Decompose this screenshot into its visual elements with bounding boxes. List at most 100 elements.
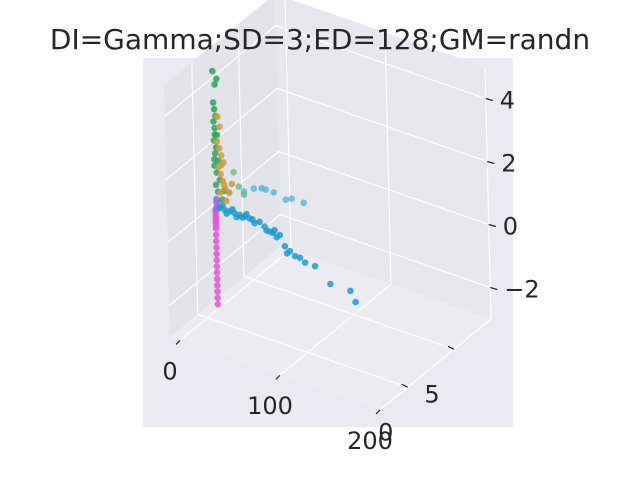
scatter-point [230, 168, 237, 176]
scatter-point [327, 280, 334, 288]
grid-line-z [278, 150, 489, 226]
scatter-point [270, 189, 278, 196]
grid-line-z [280, 213, 491, 289]
y-tick-mark [401, 383, 409, 388]
scatter-point [233, 213, 240, 221]
x-tick-label: 0 [162, 357, 177, 385]
scatter-point [219, 202, 226, 210]
scatter-point [240, 191, 248, 198]
z-tick-mark [490, 286, 498, 291]
z-tick-mark [488, 223, 496, 228]
scatter-point [210, 105, 218, 113]
grid-line-x [279, 283, 392, 376]
x-tick-label: 100 [247, 392, 293, 420]
scatter-point [301, 259, 309, 267]
z-tick-label: 4 [500, 87, 515, 115]
scatter-point [243, 210, 250, 218]
x-tick-mark [175, 340, 181, 345]
scatter-point [211, 156, 218, 163]
tick-marks [175, 97, 498, 415]
scatter-point [214, 275, 221, 283]
scatter-point [213, 269, 221, 277]
scatter-point [214, 294, 221, 302]
scatter-point [213, 138, 221, 145]
scatter-point [296, 254, 304, 262]
scatter-point [250, 185, 258, 192]
scatter-point [213, 263, 221, 270]
grid-line-z [165, 88, 278, 180]
scatter-point [216, 123, 223, 130]
scatter-point [352, 298, 359, 306]
scatter-point [217, 170, 224, 178]
grid-line-z [168, 214, 281, 306]
y-tick-label: 0 [378, 418, 393, 446]
grid-line-y [197, 313, 408, 388]
pane-floor [170, 246, 491, 410]
scatter-point [282, 196, 290, 203]
grid-line-y [237, 24, 245, 277]
scatter-point [220, 181, 228, 188]
x-tick-label: 200 [347, 427, 393, 455]
scatter-point [300, 199, 308, 207]
scatter-point [286, 247, 294, 255]
scatter-point [288, 195, 296, 202]
scatter-point [291, 252, 299, 260]
grid-line-x [179, 249, 292, 341]
grid-line-y [191, 62, 199, 315]
z-tick-label: 2 [501, 150, 516, 178]
grid-line-z [277, 87, 488, 163]
z-tick-mark [485, 97, 493, 102]
scatter-point [213, 195, 220, 203]
grid-line-x [379, 318, 492, 411]
grid-line-x [484, 66, 492, 320]
scatter-point [223, 197, 230, 205]
scatter-point [213, 256, 221, 264]
scatter-point [210, 118, 217, 125]
scatter-point [223, 210, 230, 217]
z-tick-label: 0 [503, 213, 518, 241]
scatter-point [269, 229, 277, 236]
z-tick-label: −2 [504, 276, 539, 304]
y-tick-mark [447, 345, 455, 350]
grid-line-y [243, 275, 455, 350]
scatter-point [209, 99, 217, 106]
scatter-point [276, 231, 284, 239]
y-tick-label: 5 [424, 380, 439, 408]
scatter-point [218, 161, 225, 169]
scatter-point [347, 287, 354, 295]
scatter-point [235, 183, 243, 190]
pane-right [275, 0, 491, 319]
scatter-point [213, 75, 220, 83]
scatter-point [256, 218, 263, 226]
scatter-point [214, 288, 221, 295]
scatter-point [214, 282, 221, 289]
scatter-point [215, 145, 223, 152]
pane-left [164, 0, 281, 337]
scatter-point [211, 131, 219, 138]
scatter-point [218, 152, 225, 159]
scatter-point [214, 300, 222, 308]
scatter-point [213, 244, 220, 251]
scatter-point [263, 227, 271, 234]
scatter-point [229, 206, 236, 213]
x-tick-mark [275, 374, 281, 380]
scatter-point [213, 237, 220, 245]
grid-line-x [384, 32, 392, 285]
scatter-point [212, 231, 220, 239]
scatter-point [225, 189, 233, 196]
scatter-point [209, 67, 216, 75]
scatter-point [228, 180, 236, 188]
scatter-point [212, 150, 219, 157]
grid-line-x [284, 0, 292, 250]
grid-line-z [164, 25, 277, 117]
z-tick-mark [487, 160, 495, 165]
chart-title: DI=Gamma;SD=3;ED=128;GM=randn [50, 23, 590, 56]
scatter-point [311, 262, 319, 270]
grid-line-z [275, 24, 486, 100]
scatter-point [213, 250, 220, 258]
scatter-point [216, 189, 224, 196]
scatter-point [212, 181, 220, 189]
scatter-point [214, 113, 221, 120]
